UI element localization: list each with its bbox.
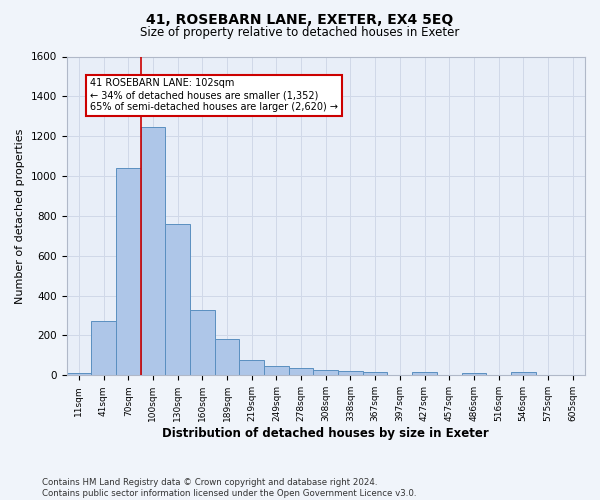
- Bar: [140, 127, 165, 376]
- Bar: [313, 370, 338, 376]
- Bar: [239, 360, 264, 376]
- Bar: [67, 374, 91, 376]
- Bar: [338, 372, 363, 376]
- Text: 41, ROSEBARN LANE, EXETER, EX4 5EQ: 41, ROSEBARN LANE, EXETER, EX4 5EQ: [146, 12, 454, 26]
- Bar: [412, 372, 437, 376]
- Bar: [511, 372, 536, 376]
- Bar: [116, 168, 140, 376]
- Bar: [264, 366, 289, 376]
- Y-axis label: Number of detached properties: Number of detached properties: [15, 128, 25, 304]
- Bar: [461, 374, 486, 376]
- Text: Contains HM Land Registry data © Crown copyright and database right 2024.
Contai: Contains HM Land Registry data © Crown c…: [42, 478, 416, 498]
- X-axis label: Distribution of detached houses by size in Exeter: Distribution of detached houses by size …: [163, 427, 489, 440]
- Bar: [289, 368, 313, 376]
- Text: Size of property relative to detached houses in Exeter: Size of property relative to detached ho…: [140, 26, 460, 39]
- Text: 41 ROSEBARN LANE: 102sqm
← 34% of detached houses are smaller (1,352)
65% of sem: 41 ROSEBARN LANE: 102sqm ← 34% of detach…: [90, 78, 338, 112]
- Bar: [91, 320, 116, 376]
- Bar: [215, 340, 239, 376]
- Bar: [363, 372, 388, 376]
- Bar: [190, 310, 215, 376]
- Bar: [165, 224, 190, 376]
